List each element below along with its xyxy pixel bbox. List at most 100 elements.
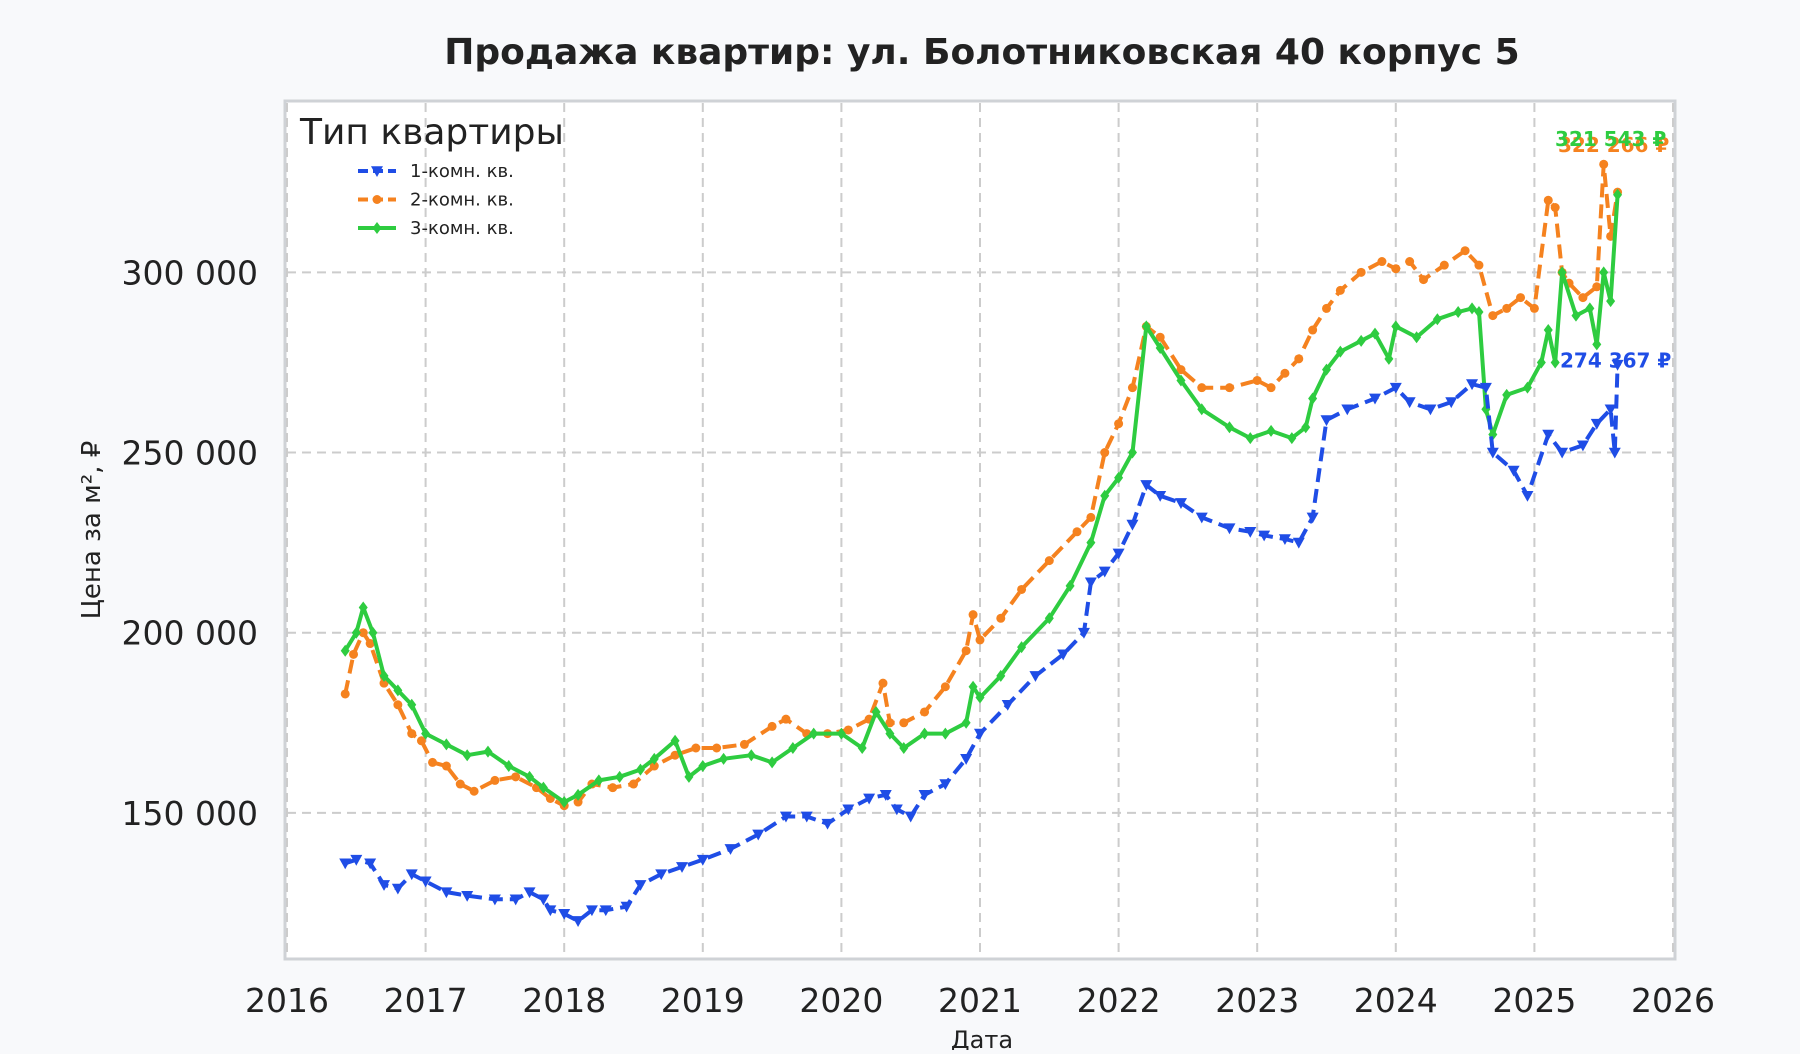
- series-2-komn: [340, 159, 1623, 811]
- data-point: [416, 736, 426, 746]
- y-tick-label: 200 000: [122, 614, 258, 653]
- data-point: [1460, 246, 1470, 256]
- data-point: [1155, 332, 1165, 342]
- data-point: [1384, 352, 1394, 365]
- data-point: [391, 883, 404, 895]
- x-tick-label: 2017: [384, 981, 468, 1020]
- data-point: [1424, 404, 1437, 416]
- legend-title: Тип квартиры: [299, 112, 564, 153]
- data-point: [940, 727, 950, 740]
- data-point: [698, 760, 708, 773]
- x-tick-label: 2023: [1215, 981, 1299, 1020]
- data-point: [1571, 309, 1581, 322]
- data-point: [358, 601, 368, 614]
- data-point: [469, 786, 479, 796]
- data-point: [1280, 368, 1290, 378]
- data-point: [523, 887, 536, 899]
- data-point: [1320, 415, 1333, 427]
- data-point: [1224, 421, 1234, 434]
- data-point: [961, 646, 971, 656]
- data-point: [1244, 527, 1257, 538]
- data-point: [878, 678, 888, 688]
- data-point: [1065, 579, 1075, 592]
- data-point: [684, 770, 694, 783]
- data-point: [615, 770, 625, 783]
- data-point: [1576, 440, 1589, 452]
- data-point: [1001, 699, 1014, 711]
- data-point: [1127, 446, 1137, 459]
- data-point: [899, 718, 909, 728]
- data-point: [1197, 403, 1207, 416]
- data-point: [1126, 519, 1139, 531]
- series-1-komn: [339, 359, 1624, 927]
- data-point: [1223, 523, 1236, 535]
- data-point: [974, 728, 986, 740]
- data-point: [857, 742, 867, 755]
- data-point: [1389, 382, 1402, 394]
- data-point: [940, 682, 950, 692]
- data-point: [538, 781, 548, 794]
- data-point: [1086, 536, 1096, 549]
- x-tick-label: 2016: [245, 981, 329, 1020]
- data-point: [1195, 512, 1208, 524]
- data-point: [594, 774, 604, 787]
- data-point: [1543, 195, 1553, 205]
- data-point: [712, 743, 722, 753]
- data-point: [525, 770, 535, 783]
- y-tick-label: 250 000: [122, 434, 258, 473]
- data-point: [1516, 293, 1526, 303]
- data-point: [490, 775, 500, 785]
- legend-marker: [371, 166, 383, 177]
- data-point: [1356, 334, 1366, 347]
- data-point: [719, 752, 729, 765]
- data-point: [899, 742, 909, 755]
- data-point: [620, 901, 633, 913]
- data-point: [1608, 447, 1621, 459]
- data-point: [440, 887, 453, 899]
- data-point: [1502, 388, 1512, 401]
- data-point: [573, 797, 583, 807]
- data-point: [821, 818, 834, 830]
- data-point: [767, 721, 777, 731]
- data-point: [879, 790, 892, 801]
- data-point: [1550, 356, 1560, 369]
- x-tick-label: 2025: [1492, 981, 1576, 1020]
- data-point: [1308, 325, 1318, 335]
- data-point: [655, 869, 668, 881]
- data-point: [1412, 331, 1422, 344]
- y-axis-ticks: 150 000 200 000 250 000 300 000: [122, 253, 258, 833]
- data-point: [767, 756, 777, 769]
- legend-item-1: 1-комн. кв.: [358, 161, 514, 182]
- data-point: [939, 779, 952, 791]
- data-point: [1479, 382, 1492, 394]
- data-point: [1141, 320, 1151, 333]
- data-point: [635, 763, 645, 776]
- data-point: [1474, 305, 1484, 318]
- data-point: [1439, 260, 1449, 270]
- data-point: [1467, 302, 1477, 315]
- data-point: [1077, 627, 1090, 639]
- data-point: [488, 894, 501, 906]
- data-point: [1127, 383, 1137, 393]
- data-point: [368, 626, 378, 639]
- data-point: [800, 811, 813, 823]
- data-point: [1335, 285, 1345, 295]
- data-point: [1245, 432, 1255, 445]
- data-point: [379, 669, 389, 682]
- data-point: [629, 779, 638, 789]
- legend-label: 1-комн. кв.: [410, 161, 514, 182]
- data-point: [572, 916, 585, 927]
- x-tick-label: 2020: [799, 981, 883, 1020]
- data-point: [1252, 375, 1262, 385]
- data-point: [1072, 527, 1082, 537]
- data-point: [739, 739, 749, 749]
- data-point: [441, 738, 451, 751]
- data-point: [670, 750, 680, 760]
- data-point: [1114, 419, 1124, 429]
- data-point: [1278, 534, 1291, 546]
- x-tick-label: 2026: [1631, 981, 1715, 1020]
- data-point: [1590, 418, 1603, 430]
- data-point: [544, 905, 557, 917]
- data-point: [1432, 313, 1442, 326]
